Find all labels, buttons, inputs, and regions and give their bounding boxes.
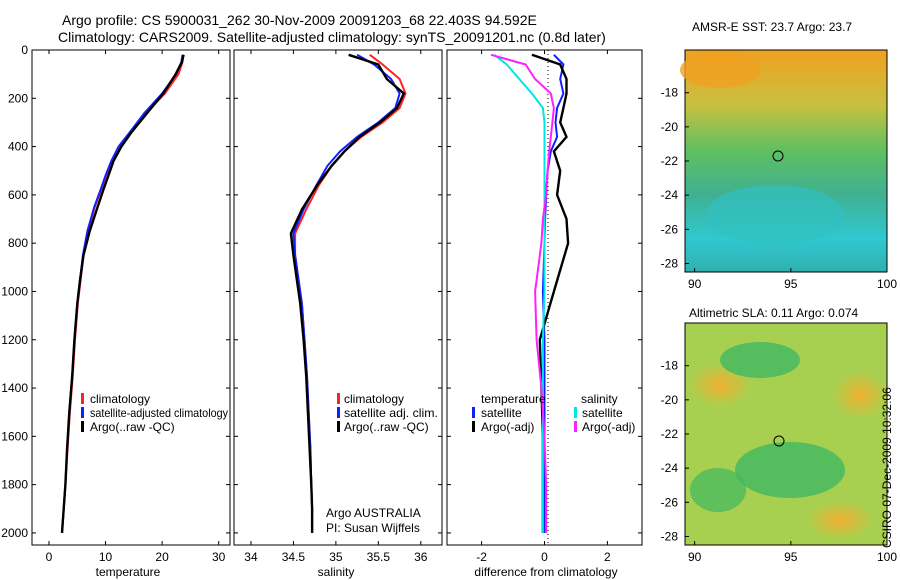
series-line-argo-raw-qc-: [289, 53, 406, 533]
annotation-pi-name: PI: Susan Wijffels: [326, 521, 420, 535]
y-tick-label: 400: [8, 140, 28, 154]
map-y-tick-label: -22: [661, 154, 679, 168]
legend-swatch-satellite: [337, 407, 340, 418]
sla-argo-marker: [773, 435, 785, 447]
x-tick-label: 20: [155, 550, 169, 564]
map-y-tick-label: -28: [661, 529, 679, 543]
annotation-argo-australia: Argo AUSTRALIA: [326, 506, 421, 520]
map-y-tick-label: -20: [661, 393, 679, 407]
x-tick-label: 35: [329, 550, 343, 564]
x-tick-label: 0: [46, 550, 53, 564]
x-tick-label: 35.5: [367, 550, 391, 564]
sst-map: [680, 49, 888, 273]
y-tick-label: 0: [21, 43, 28, 57]
x-tick-label: 34: [244, 550, 258, 564]
y-tick-label: 2000: [1, 526, 28, 540]
y-tick-label: 1800: [1, 478, 28, 492]
map-x-tick-label: 90: [688, 550, 702, 564]
timestamp-stamp: CSIRO 07-Dec-2009 10:32:06: [880, 387, 894, 548]
legend-label-sal-satellite: satellite: [582, 406, 623, 420]
axes: 0 10 20 30020040060080010001200140016001800…: [1, 43, 642, 564]
sla-low-patch-2: [735, 442, 845, 498]
series-line-argo-adj--salinity: [490, 53, 555, 533]
sla-high-patch-3: [806, 500, 874, 540]
legend-swatch-temp-satellite: [472, 407, 475, 418]
x-tick-label: 34.5: [282, 550, 306, 564]
temperature-plot: [60, 54, 185, 533]
series-line-argo-raw-qc-: [60, 54, 185, 533]
sst-cool-patch: [705, 185, 845, 245]
y-tick-label: 1600: [1, 429, 28, 443]
legend-label-sal-argo: Argo(-adj): [582, 420, 635, 434]
map-axes: 90 95 100 -18 -20 -22 -24 -26 -28 90 95 100 -18 -20 -2…: [661, 86, 898, 564]
x-tick-label: 10: [99, 550, 113, 564]
legend-label-argo: Argo(..raw -QC): [344, 420, 429, 434]
map-x-tick-label: 90: [688, 277, 702, 291]
temperature-legend: climatology satellite-adjusted climatolo…: [81, 392, 228, 434]
salinity-panel: [233, 49, 443, 546]
map-x-tick-label: 95: [784, 277, 798, 291]
sst-argo-marker: [772, 150, 784, 162]
sst-map-title: AMSR-E SST: 23.7 Argo: 23.7: [692, 20, 852, 34]
map-y-tick-label: -26: [661, 495, 679, 509]
map-y-tick-label: -28: [661, 256, 679, 270]
legend-label-temp-argo: Argo(-adj): [481, 420, 534, 434]
sla-map-title: Altimetric SLA: 0.11 Argo: 0.074: [689, 306, 859, 320]
sst-warm-patch: [680, 52, 760, 88]
chart-title-line2: Climatology: CARS2009. Satellite-adjuste…: [58, 29, 606, 45]
y-tick-label: 1000: [1, 284, 28, 298]
map-y-tick-label: -24: [661, 461, 679, 475]
legend-label-temp-satellite: satellite: [481, 406, 522, 420]
sla-high-patch-2: [832, 371, 888, 419]
map-y-tick-label: -22: [661, 427, 679, 441]
salinity-plot: [289, 53, 407, 533]
legend-label-argo: Argo(..raw -QC): [90, 420, 175, 434]
map-x-tick-label: 95: [784, 550, 798, 564]
legend-header-temperature: temperature: [481, 392, 546, 406]
x-tick-label: -2: [476, 550, 487, 564]
sla-low-patch-3: [690, 468, 746, 512]
y-tick-label: 1400: [1, 381, 28, 395]
x-tick-label: 2: [604, 550, 611, 564]
y-tick-label: 800: [8, 236, 28, 250]
map-y-tick-label: -18: [661, 359, 679, 373]
y-tick-label: 1200: [1, 333, 28, 347]
legend-swatch-sal-argo: [574, 421, 577, 432]
temperature-panel: [31, 49, 231, 546]
sla-map: [684, 322, 888, 546]
legend-swatch-satellite: [81, 407, 84, 418]
legend-header-salinity: salinity: [581, 392, 618, 406]
legend-label-climatology: climatology: [344, 392, 404, 406]
sla-low-patch-1: [720, 342, 800, 378]
legend-swatch-climatology: [81, 393, 84, 404]
chart-title-line1: Argo profile: CS 5900031_262 30-Nov-2009…: [62, 12, 537, 28]
legend-label-satellite: satellite-adjusted climatology: [90, 406, 228, 420]
difference-legend: temperature salinity satellite Argo(-adj…: [472, 392, 635, 434]
legend-swatch-temp-argo: [472, 421, 475, 432]
difference-plot: [490, 53, 570, 533]
y-tick-label: 600: [8, 188, 28, 202]
legend-swatch-sal-satellite: [574, 407, 577, 418]
salinity-axis-label: salinity: [318, 565, 355, 579]
map-y-tick-label: -20: [661, 120, 679, 134]
x-tick-label: 36: [414, 550, 428, 564]
y-tick-label: 200: [8, 91, 28, 105]
legend-label-climatology: climatology: [90, 392, 150, 406]
legend-label-satellite: satellite adj. clim.: [344, 406, 438, 420]
salinity-legend: climatology satellite adj. clim. Argo(..…: [337, 392, 438, 434]
legend-swatch-argo: [337, 421, 340, 432]
x-tick-label: 30: [212, 550, 226, 564]
legend-swatch-climatology: [337, 393, 340, 404]
map-y-tick-label: -24: [661, 188, 679, 202]
map-y-tick-label: -18: [661, 86, 679, 100]
map-x-tick-label: 100: [877, 550, 897, 564]
legend-swatch-argo: [81, 421, 84, 432]
map-x-tick-label: 100: [877, 277, 897, 291]
difference-axis-label: difference from climatology: [474, 565, 617, 579]
x-tick-label: 0: [541, 550, 548, 564]
map-y-tick-label: -26: [661, 222, 679, 236]
temperature-axis-label: temperature: [96, 565, 161, 579]
